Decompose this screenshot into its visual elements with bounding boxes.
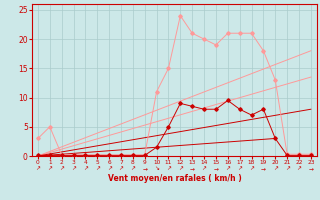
X-axis label: Vent moyen/en rafales ( km/h ): Vent moyen/en rafales ( km/h ) xyxy=(108,174,241,183)
